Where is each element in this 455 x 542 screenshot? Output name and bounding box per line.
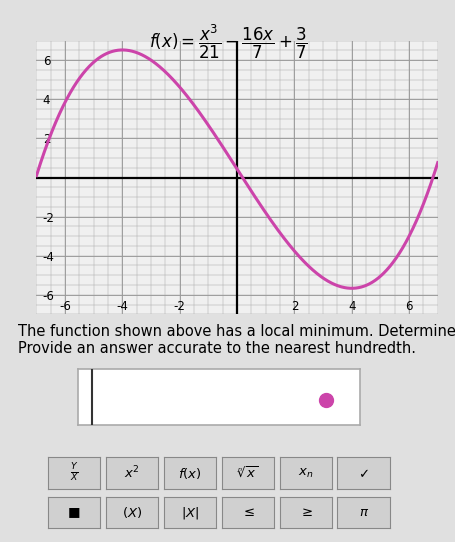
Text: $|X|$: $|X|$ <box>180 505 199 521</box>
Text: $x^2$: $x^2$ <box>124 465 140 481</box>
Text: The function shown above has a local minimum. Determine its value.: The function shown above has a local min… <box>18 324 455 339</box>
Text: $\checkmark$: $\checkmark$ <box>358 467 368 480</box>
Text: $\geq$: $\geq$ <box>298 506 312 519</box>
Text: $x_n$: $x_n$ <box>298 467 313 480</box>
Text: $(X)$: $(X)$ <box>121 505 142 520</box>
Text: $\sqrt[n]{x}$: $\sqrt[n]{x}$ <box>237 466 258 481</box>
Text: $f(x) = \dfrac{x^3}{21} - \dfrac{16x}{7} + \dfrac{3}{7}$: $f(x) = \dfrac{x^3}{21} - \dfrac{16x}{7}… <box>148 23 307 61</box>
Text: $\blacksquare$: $\blacksquare$ <box>67 506 81 520</box>
Text: Provide an answer accurate to the nearest hundredth.: Provide an answer accurate to the neares… <box>18 341 415 357</box>
Text: $\frac{Y}{X}$: $\frac{Y}{X}$ <box>70 462 78 484</box>
Text: $f(x)$: $f(x)$ <box>178 466 201 481</box>
Text: $\pi$: $\pi$ <box>358 506 368 519</box>
Text: $\leq$: $\leq$ <box>240 506 254 519</box>
